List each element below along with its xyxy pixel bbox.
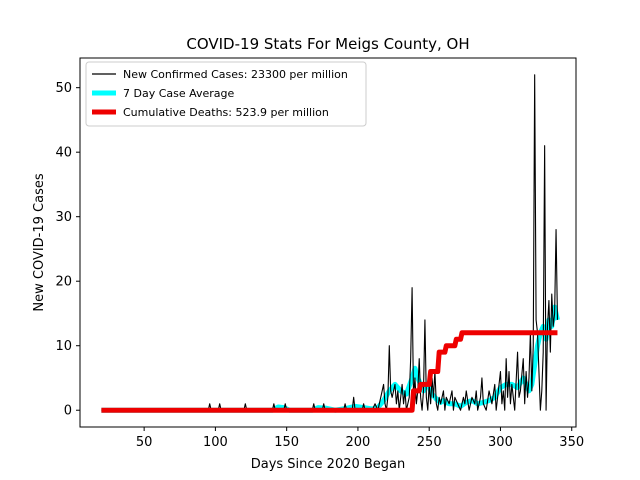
x-tick-label: 200 [346, 435, 371, 450]
legend: New Confirmed Cases: 23300 per million 7… [85, 61, 367, 127]
series-layer [101, 74, 560, 413]
plot-frame [79, 57, 577, 428]
x-tick-label: 100 [203, 435, 228, 450]
y-tick-label: 30 [55, 210, 72, 225]
legend-label-cumulative-deaths: Cumulative Deaths: 523.9 per million [123, 106, 329, 119]
y-tick-label: 40 [55, 146, 72, 161]
x-tick-label: 300 [488, 435, 513, 450]
x-tick-label: 350 [559, 435, 584, 450]
y-tick-label: 20 [55, 275, 72, 290]
legend-box [85, 61, 367, 127]
x-tick-label: 150 [274, 435, 299, 450]
chart-title: COVID-19 Stats For Meigs County, OH [186, 35, 469, 53]
y-tick-label: 0 [64, 404, 72, 419]
x-tick-label: 250 [417, 435, 442, 450]
y-axis-label: New COVID-19 Cases [32, 173, 47, 311]
x-axis: 50 100 150 200 250 300 350 [136, 427, 584, 450]
y-axis: 0 10 20 30 40 50 [55, 81, 80, 419]
legend-label-7-day-average: 7 Day Case Average [123, 87, 235, 100]
y-tick-label: 10 [55, 339, 72, 354]
seven-day-average-line [101, 304, 560, 413]
legend-label-new-cases: New Confirmed Cases: 23300 per million [123, 68, 348, 81]
y-tick-label: 50 [55, 81, 72, 96]
cumulative-deaths-line [101, 330, 558, 413]
x-axis-label: Days Since 2020 Began [251, 457, 406, 472]
x-tick-label: 50 [136, 435, 153, 450]
new-cases-line [101, 74, 559, 411]
